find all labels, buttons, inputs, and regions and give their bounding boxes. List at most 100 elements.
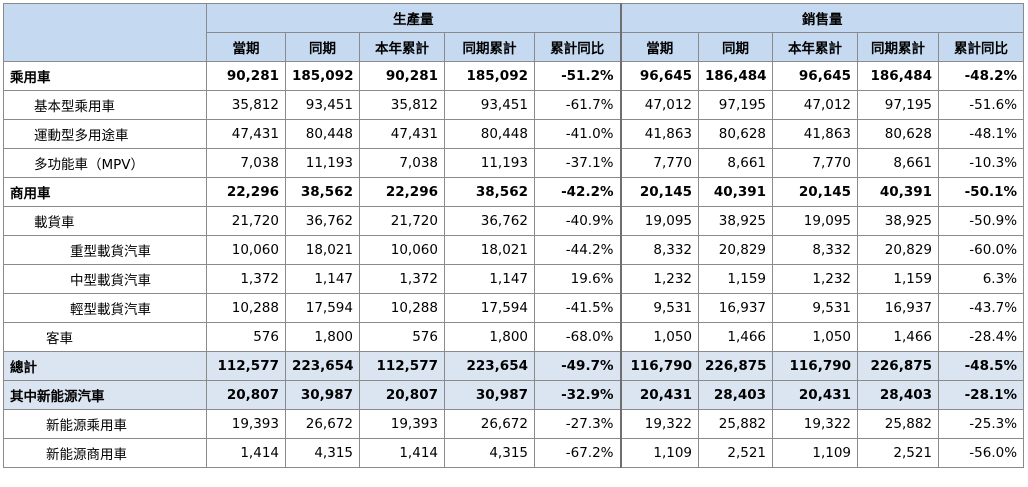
row-label: 其中新能源汽車 (3, 380, 207, 410)
sales-value-cell: 16,937 (698, 293, 774, 323)
sales-value-cell: 20,829 (857, 235, 940, 265)
production-value-cell: 21,720 (359, 206, 445, 236)
table-row: 中型載貨汽車 1,372 1,147 1,372 1,147 19.6% 1,232 1,15… (3, 264, 1025, 294)
row-label: 基本型乘用車 (3, 90, 207, 120)
production-value-cell: -32.9% (533, 380, 622, 410)
production-value-cell: 19,393 (359, 409, 445, 439)
sales-value-cell: 20,145 (772, 177, 859, 207)
production-value-cell: 11,193 (444, 148, 535, 178)
sales-value-cell: 8,661 (698, 148, 774, 178)
production-column-header: 本年累計 (359, 32, 445, 62)
sales-column-header: 當期 (619, 32, 700, 62)
sales-value-cell: 116,790 (619, 351, 700, 381)
production-value-cell: 19.6% (533, 264, 622, 294)
row-label: 乘用車 (3, 61, 207, 91)
table-body: 乘用車 90,281 185,092 90,281 185,092 -51.2% 96,64… (3, 61, 1025, 468)
production-value-cell: 11,193 (285, 148, 360, 178)
production-value-cell: -41.5% (533, 293, 622, 323)
sales-value-cell: 226,875 (857, 351, 940, 381)
sales-column-header: 本年累計 (772, 32, 859, 62)
production-value-cell: -67.2% (533, 438, 622, 468)
production-value-cell: 223,654 (444, 351, 535, 381)
production-value-cell: 22,296 (359, 177, 445, 207)
sales-value-cell: 2,521 (698, 438, 774, 468)
table-row: 其中新能源汽車 20,807 30,987 20,807 30,987 -32.9% 20,… (3, 380, 1025, 410)
production-value-cell: 10,288 (359, 293, 445, 323)
table-row: 輕型載貨汽車 10,288 17,594 10,288 17,594 -41.5% 9,53… (3, 293, 1025, 323)
production-value-cell: -61.7% (533, 90, 622, 120)
production-value-cell: 18,021 (285, 235, 360, 265)
production-value-cell: 47,431 (359, 119, 445, 149)
sales-value-cell: 1,232 (619, 264, 700, 294)
sales-value-cell: 116,790 (772, 351, 859, 381)
sales-value-cell: 96,645 (772, 61, 859, 91)
production-value-cell: 36,762 (285, 206, 360, 236)
production-value-cell: 223,654 (285, 351, 360, 381)
production-value-cell: 35,812 (359, 90, 445, 120)
production-column-header: 當期 (206, 32, 286, 62)
table-row: 新能源商用車 1,414 4,315 1,414 4,315 -67.2% 1,109 2,5… (3, 438, 1025, 468)
production-value-cell: 21,720 (206, 206, 286, 236)
sales-value-cell: 16,937 (857, 293, 940, 323)
row-label: 中型載貨汽車 (3, 264, 207, 294)
sales-value-cell: 25,882 (857, 409, 940, 439)
sales-value-cell: 20,431 (619, 380, 700, 410)
production-column-header: 同期 (285, 32, 360, 62)
table-row: 客車 576 1,800 576 1,800 -68.0% 1,050 1,466 1,050 1… (3, 322, 1025, 352)
production-value-cell: 1,414 (206, 438, 286, 468)
sales-value-cell: -60.0% (938, 235, 1025, 265)
table-header: 生產量 銷售量 當期 同期 本年累計 同期累計 累計同比 當期 同期 本年累計 同期累計 累計同比 (3, 3, 1025, 62)
production-value-cell: 10,060 (206, 235, 286, 265)
sales-value-cell: 9,531 (772, 293, 859, 323)
production-value-cell: -68.0% (533, 322, 622, 352)
header-group-row: 生產量 銷售量 (3, 3, 1025, 62)
production-value-cell: 4,315 (444, 438, 535, 468)
sales-value-cell: -56.0% (938, 438, 1025, 468)
sales-value-cell: 1,109 (772, 438, 859, 468)
sales-column-header: 累計同比 (938, 32, 1025, 62)
table-row: 載貨車 21,720 36,762 21,720 36,762 -40.9% 19,095 3… (3, 206, 1025, 236)
sales-value-cell: 47,012 (619, 90, 700, 120)
sales-value-cell: 6.3% (938, 264, 1025, 294)
production-value-cell: 10,288 (206, 293, 286, 323)
production-value-cell: 26,672 (444, 409, 535, 439)
sales-value-cell: 8,332 (619, 235, 700, 265)
production-value-cell: -40.9% (533, 206, 622, 236)
production-value-cell: 93,451 (285, 90, 360, 120)
production-value-cell: 35,812 (206, 90, 286, 120)
production-value-cell: 80,448 (444, 119, 535, 149)
production-value-cell: 38,562 (285, 177, 360, 207)
production-value-cell: 17,594 (285, 293, 360, 323)
sales-column-header: 同期 (698, 32, 774, 62)
production-value-cell: 22,296 (206, 177, 286, 207)
column-header-row: 當期 同期 本年累計 同期累計 累計同比 當期 同期 本年累計 同期累計 累計同比 (4, 32, 1025, 62)
production-value-cell: 185,092 (444, 61, 535, 91)
row-label: 客車 (3, 322, 207, 352)
production-value-cell: 1,372 (359, 264, 445, 294)
sales-value-cell: 1,466 (857, 322, 940, 352)
row-label: 新能源商用車 (3, 438, 207, 468)
sales-value-cell: -48.1% (938, 119, 1025, 149)
sales-value-cell: -10.3% (938, 148, 1025, 178)
sales-value-cell: 8,332 (772, 235, 859, 265)
sales-value-cell: 19,095 (619, 206, 700, 236)
table-row: 運動型多用途車 47,431 80,448 47,431 80,448 -41.0% 41,… (3, 119, 1025, 149)
production-value-cell: 1,800 (285, 322, 360, 352)
production-value-cell: 112,577 (206, 351, 286, 381)
sales-value-cell: -50.1% (938, 177, 1025, 207)
table-row: 總計 112,577 223,654 112,577 223,654 -49.7% 116,… (3, 351, 1025, 381)
sales-value-cell: 40,391 (698, 177, 774, 207)
sales-value-cell: 97,195 (857, 90, 940, 120)
production-value-cell: -41.0% (533, 119, 622, 149)
production-value-cell: 38,562 (444, 177, 535, 207)
sales-value-cell: 28,403 (698, 380, 774, 410)
sales-value-cell: 47,012 (772, 90, 859, 120)
sales-value-cell: 38,925 (857, 206, 940, 236)
sales-value-cell: -50.9% (938, 206, 1025, 236)
production-value-cell: 30,987 (285, 380, 360, 410)
production-value-cell: -49.7% (533, 351, 622, 381)
production-value-cell: 185,092 (285, 61, 360, 91)
sales-value-cell: 96,645 (619, 61, 700, 91)
row-label: 新能源乘用車 (3, 409, 207, 439)
sales-value-cell: 1,159 (857, 264, 940, 294)
